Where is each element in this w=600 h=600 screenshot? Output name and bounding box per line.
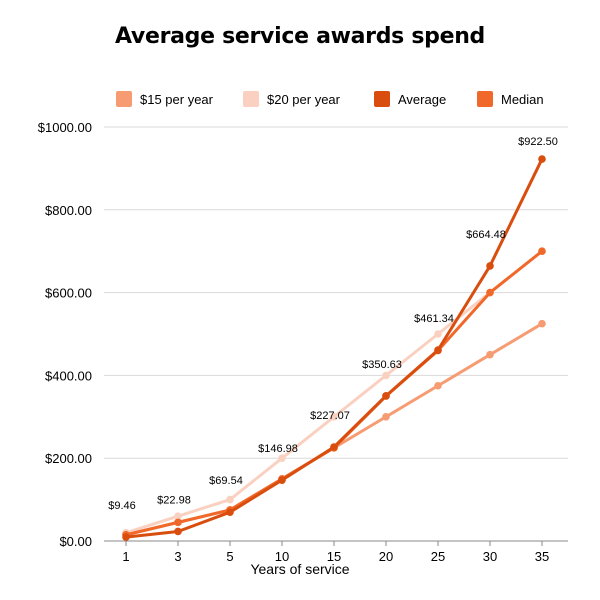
y-tick-label: $200.00 (45, 451, 92, 466)
x-tick-label: 1 (122, 549, 129, 564)
grid-lines (104, 126, 568, 542)
data-point-average[interactable] (486, 262, 494, 270)
x-axis: 1 3 5 10 15 20 25 30 35 (122, 541, 549, 564)
data-point-average[interactable] (434, 346, 442, 354)
legend-swatch-median (477, 91, 493, 107)
legend-item-20-per-year[interactable]: $20 per year (243, 91, 340, 107)
data-label-average: $922.50 (518, 136, 558, 148)
data-point-average[interactable] (226, 508, 234, 517)
data-point-median[interactable] (486, 288, 494, 297)
x-tick-label: 10 (275, 549, 289, 564)
x-tick-label: 35 (535, 549, 549, 564)
data-label-average: $227.07 (310, 410, 350, 422)
data-point-average[interactable] (174, 527, 182, 536)
data-point-20-per-year[interactable] (226, 495, 234, 504)
legend-swatch-average (374, 91, 390, 107)
legend-item-median[interactable]: Median (477, 91, 544, 107)
legend-label-20-per-year: $20 per year (267, 91, 340, 107)
data-point-20-per-year[interactable] (174, 512, 182, 520)
data-point-median[interactable] (174, 518, 182, 527)
y-tick-label: $0.00 (59, 534, 92, 549)
data-label-average: $69.54 (209, 475, 243, 487)
y-tick-label: $800.00 (45, 203, 92, 218)
x-axis-title: Years of service (250, 561, 349, 577)
data-point-15-per-year[interactable] (486, 350, 494, 359)
y-axis: $0.00 $200.00 $400.00 $600.00 $800.00 $1000.0… (38, 120, 92, 549)
y-tick-label: $1000.00 (38, 120, 92, 135)
legend-label-15-per-year: $15 per year (140, 91, 213, 107)
legend-swatch-15-per-year (116, 91, 132, 107)
chart-title: Average service awards spend (114, 24, 486, 49)
data-point-20-per-year[interactable] (382, 371, 390, 380)
data-labels: $9.46 $22.98 $69.54 $146.98 $227.07 $350.63 $4… (108, 136, 558, 512)
data-point-20-per-year[interactable] (278, 454, 286, 463)
data-label-average: $350.63 (362, 359, 402, 371)
data-label-average: $146.98 (258, 443, 298, 455)
data-point-average[interactable] (278, 476, 286, 484)
legend-item-15-per-year[interactable]: $15 per year (116, 91, 213, 107)
y-tick-label: $400.00 (45, 368, 92, 383)
data-point-average[interactable] (382, 392, 390, 400)
data-label-average: $461.34 (414, 313, 454, 325)
data-point-average[interactable] (330, 443, 338, 451)
series-line-average (124, 157, 544, 539)
data-point-average[interactable] (122, 533, 130, 541)
legend-item-average[interactable]: Average (374, 91, 446, 107)
x-tick-label: 20 (379, 549, 393, 564)
legend-label-median: Median (501, 91, 544, 107)
x-tick-label: 5 (226, 549, 233, 564)
x-tick-label: 3 (174, 549, 181, 564)
series-line-20-per-year (124, 249, 544, 535)
legend: $15 per year $20 per year Average Median (0, 91, 600, 111)
x-tick-label: 25 (431, 549, 445, 564)
data-point-15-per-year[interactable] (434, 381, 442, 390)
data-point-20-per-year[interactable] (434, 330, 442, 338)
data-label-average: $9.46 (108, 500, 136, 512)
legend-label-average: Average (398, 91, 447, 107)
data-point-20-per-year[interactable] (330, 413, 338, 421)
x-tick-label: 15 (327, 549, 341, 564)
series-line-median (124, 249, 544, 537)
data-label-average: $22.98 (157, 494, 191, 506)
data-point-15-per-year[interactable] (538, 319, 546, 328)
data-point-median[interactable] (538, 247, 546, 255)
data-label-average: $664.48 (466, 229, 506, 241)
data-point-15-per-year[interactable] (382, 413, 390, 421)
series-group (122, 155, 546, 541)
data-point-average[interactable] (538, 155, 546, 163)
legend-swatch-20-per-year (243, 91, 259, 107)
y-tick-label: $600.00 (45, 286, 92, 301)
x-tick-label: 30 (483, 549, 497, 564)
